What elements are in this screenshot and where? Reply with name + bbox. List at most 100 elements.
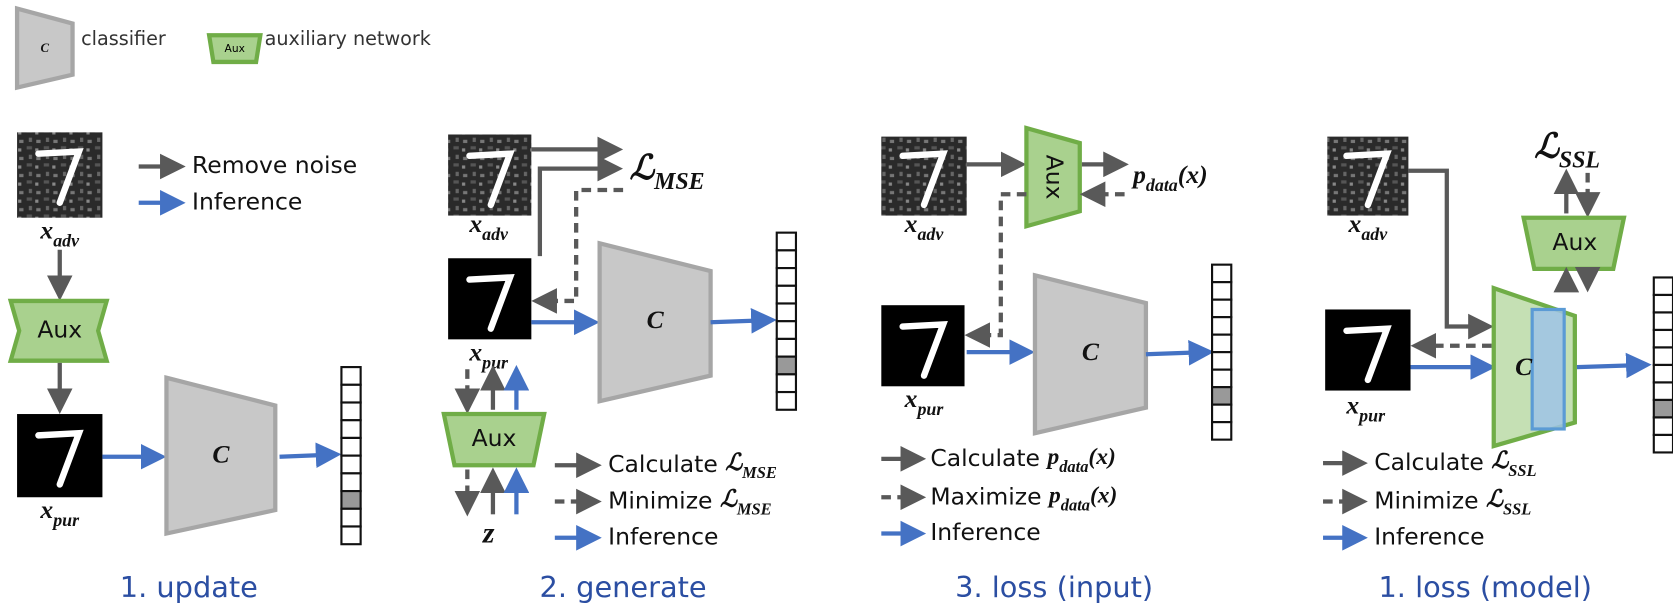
diagram: C classifier Aux auxiliary network xadv … (0, 0, 1673, 604)
text-part: SSL (1508, 461, 1536, 480)
classifier-label: C (212, 440, 230, 469)
aux-label: Aux (1552, 228, 1597, 256)
text-part: (x) (1178, 160, 1208, 189)
x-pur-label: xpur (904, 384, 945, 419)
legend-label: Calculate ℒSSL (1374, 448, 1536, 481)
legend-label: Maximize pdata(x) (930, 482, 1117, 515)
output-vector (1212, 265, 1231, 440)
caption: 1. update (120, 570, 258, 604)
caption: 1. loss (model) (1378, 570, 1592, 604)
shape (341, 403, 360, 421)
x-pur-label: xpur (39, 495, 80, 530)
legend-label: Minimize ℒSSL (1374, 486, 1531, 519)
shape (777, 392, 796, 410)
legend-label: Minimize ℒMSE (608, 486, 771, 519)
shape (341, 385, 360, 403)
legend-label: Inference (1374, 522, 1484, 550)
shape (1212, 387, 1231, 404)
shape (1654, 295, 1673, 312)
text-part: pur (915, 399, 944, 419)
classifier-label: C (1515, 352, 1533, 381)
arrow (1577, 365, 1643, 367)
shape (777, 303, 796, 321)
text-part: data (1146, 175, 1178, 195)
text-part: x (904, 209, 918, 238)
shape (1654, 347, 1673, 364)
text-part: Calculate (1374, 448, 1484, 476)
shape (1212, 405, 1231, 422)
shape (341, 456, 360, 474)
aux-icon-label: Aux (225, 42, 245, 55)
text-part: ℒ (1491, 449, 1509, 475)
text-part: ℒ (1534, 128, 1560, 165)
text-part: x (1348, 209, 1362, 238)
shape (777, 250, 796, 268)
classifier-label: C (1082, 337, 1100, 366)
shape (1212, 300, 1231, 317)
page: {"legend":{"classifier_icon":"C","classi… (0, 0, 1673, 604)
z-label: z (482, 517, 495, 550)
output-vector (777, 233, 796, 410)
loss-label: ℒSSL (1534, 128, 1600, 174)
text-part: Minimize (1374, 486, 1478, 514)
shape (777, 357, 796, 375)
shape (1654, 277, 1673, 294)
text-part: ℒ (725, 451, 743, 477)
shape (1654, 382, 1673, 399)
classifier-layer (1532, 309, 1564, 429)
caption: 2. generate (540, 570, 707, 604)
text-part: MSE (653, 169, 704, 195)
text-part: adv (53, 231, 80, 251)
shape (1212, 282, 1231, 299)
legend-label: Remove noise (192, 151, 357, 179)
text-part: MSE (736, 500, 772, 519)
text-part: ℒ (630, 150, 656, 187)
text-part: SSL (1559, 148, 1600, 174)
aux-label: Aux (1041, 155, 1069, 200)
text-part: SSL (1503, 500, 1531, 519)
legend-label: Calculate pdata(x) (930, 443, 1115, 476)
shape (341, 420, 360, 438)
text-part: x (468, 209, 482, 238)
classifier-label: C (647, 305, 665, 334)
text-part: p (1045, 444, 1059, 470)
arrow (1408, 171, 1485, 327)
text-part: x (39, 495, 53, 524)
text-part: MSE (741, 464, 777, 483)
text-part: x (468, 337, 482, 366)
shape (1654, 365, 1673, 382)
text-part: (x) (1090, 483, 1117, 509)
legend-label: Inference (930, 518, 1040, 546)
text-part: data (1059, 457, 1088, 476)
legend-label: Inference (608, 522, 718, 550)
shape (1212, 370, 1231, 387)
output-vector (1654, 277, 1673, 452)
shape (1212, 352, 1231, 369)
aux-label: Aux (472, 424, 517, 452)
shape (777, 321, 796, 339)
text-part: data (1061, 496, 1090, 515)
shape (341, 367, 360, 385)
aux-label: Aux (37, 315, 82, 343)
legend-label: Calculate ℒMSE (608, 450, 777, 483)
text-part: (x) (1088, 444, 1115, 470)
shape (1212, 317, 1231, 334)
x-pur-label: xpur (1345, 391, 1386, 426)
text-part: pur (480, 352, 509, 372)
output-vector (341, 367, 360, 544)
shape (777, 286, 796, 304)
shape (341, 509, 360, 527)
text-part: Minimize (608, 486, 712, 514)
shape (1654, 330, 1673, 347)
legend-label: classifier (81, 27, 166, 50)
arrow (711, 320, 769, 322)
text-part: Calculate (608, 450, 718, 478)
shape (777, 339, 796, 357)
text-part: Calculate (930, 443, 1040, 471)
loss-label: ℒMSE (630, 150, 705, 196)
shape (341, 526, 360, 544)
legend-label: Inference (192, 187, 302, 215)
text-part: x (1345, 391, 1359, 420)
shape (777, 374, 796, 392)
shape (341, 491, 360, 509)
